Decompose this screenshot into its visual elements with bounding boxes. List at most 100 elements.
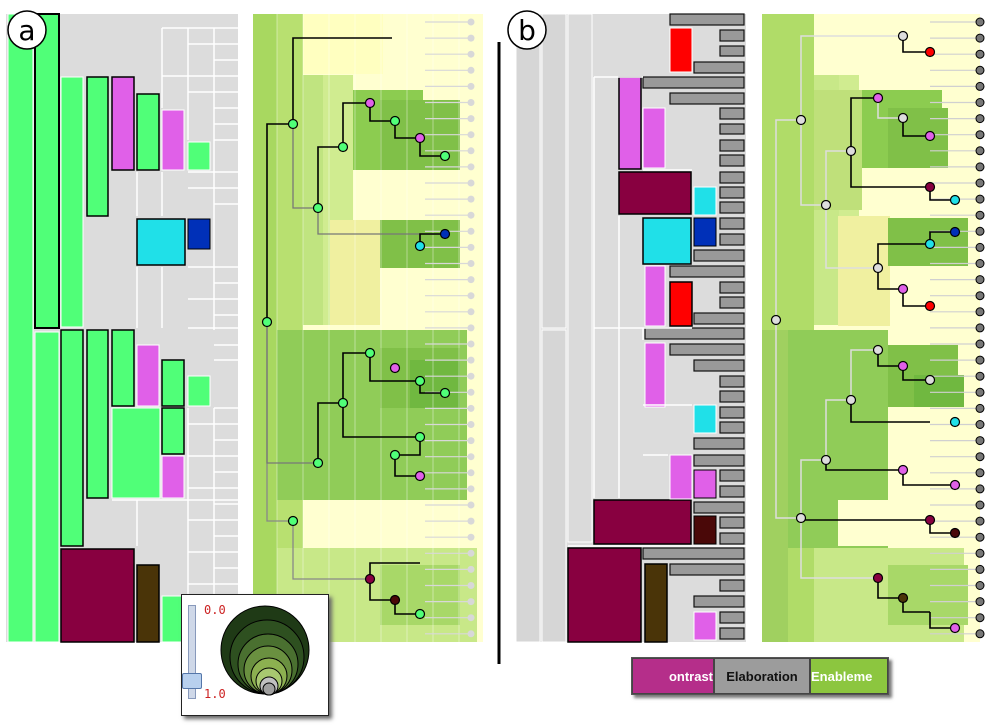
icicle-node (86, 329, 109, 499)
tree-node (414, 240, 426, 252)
icicle-node (34, 331, 60, 643)
tree-leaf (467, 533, 475, 541)
tree-node (414, 132, 426, 144)
tree-leaf (467, 195, 475, 203)
tree-edge (369, 103, 395, 122)
tree-leaf (467, 549, 475, 557)
tree-edge (800, 35, 903, 120)
icicle-b-elaboration-bar (719, 123, 745, 135)
tree-leaf (467, 598, 475, 606)
panel-a-icicle (6, 13, 238, 643)
icicle-b-red (669, 27, 693, 73)
tree-edge (342, 352, 370, 403)
icicle-node (187, 375, 211, 407)
tree-edge (266, 322, 318, 464)
tree-leaf (467, 582, 475, 589)
tree-leaf (975, 81, 985, 91)
tree-edge (929, 612, 955, 629)
icicle-b-dark-contrast (567, 547, 642, 643)
tree-edge (902, 289, 930, 307)
tree-leaf (467, 324, 475, 332)
icicle-b-elaboration-bar (669, 563, 745, 576)
tree-node (414, 431, 426, 443)
icicle-b-elaboration-bar (719, 29, 745, 42)
icicle-b-elaboration-bar (719, 579, 745, 592)
icicle-b-contrast (693, 469, 717, 499)
tree-node (795, 512, 807, 524)
panel-b-icicle (515, 13, 746, 643)
tree-node (389, 115, 401, 127)
tree-edge (317, 146, 343, 208)
tree-edge (825, 150, 851, 205)
tree-leaf (975, 484, 985, 494)
tree-leaf (467, 243, 475, 251)
tree-node (287, 118, 299, 130)
panel-a-badge-icon: a (7, 10, 47, 50)
tree-node (820, 454, 832, 466)
tree-node (897, 30, 909, 42)
tree-edge (292, 124, 318, 209)
icicle-b-elaboration-bar (719, 485, 745, 498)
tree-node (924, 300, 936, 312)
relation-legend: ontrast Elaboration Enableme (631, 657, 889, 695)
tree-edge (850, 151, 930, 188)
icicle-b-elaboration-bar (693, 61, 745, 74)
icicle-b-elaboration-bar (719, 421, 745, 434)
icicle-b-brown (644, 563, 668, 643)
icicle-b-elaboration-bar (693, 249, 745, 262)
tree-leaf (467, 66, 475, 74)
icicle-b-elaboration-bar (642, 76, 745, 89)
icicle-b-elaboration-bar (669, 13, 745, 26)
tree-edge (266, 123, 293, 322)
tree-leaf (467, 34, 475, 42)
icicle-b-elaboration-bar (719, 406, 745, 419)
tree-node (872, 262, 884, 274)
tree-edge (342, 403, 420, 438)
tree-node (439, 228, 451, 240)
tree-node (949, 416, 961, 428)
tree-node (261, 316, 273, 328)
tree-leaf (467, 517, 475, 525)
icicle-b-elaboration-bar (719, 611, 745, 624)
slider-track[interactable] (188, 605, 196, 699)
icicle-b-elaboration-bar (669, 92, 745, 105)
icicle-b-elaboration-bar (693, 595, 745, 608)
icicle-b-red (669, 281, 693, 327)
icicle-b-elaboration-bar (719, 186, 745, 199)
tree-node (364, 97, 376, 109)
icicle-node (187, 141, 211, 171)
icicle-b-elaboration-bar (719, 107, 745, 120)
tree-leaf (975, 194, 985, 204)
icicle-b-blue (693, 217, 717, 247)
tree-edge (877, 268, 903, 290)
icicle-node-cyan (136, 218, 186, 266)
icicle-b-contrast (642, 107, 666, 169)
tree-leaf (467, 372, 475, 380)
tree-leaf (975, 242, 985, 252)
tree-node (897, 112, 909, 124)
tree-node (872, 344, 884, 356)
tree-node (924, 46, 936, 58)
icicle-b-elaboration-bar (719, 532, 745, 545)
slider-handle-icon[interactable] (182, 673, 202, 689)
tree-leaf (975, 629, 985, 639)
tree-leaf (467, 388, 475, 396)
icicle-b-elaboration-bar (669, 265, 745, 278)
tree-leaf (467, 356, 475, 364)
tree-node (845, 394, 857, 406)
icicle-b-elaboration-bar (719, 233, 745, 246)
tree-leaf (975, 33, 985, 43)
tree-leaf (975, 226, 985, 236)
icicle-b-elaboration-bar (693, 437, 745, 450)
legend-enablement: Enableme (810, 658, 888, 694)
icicle-b-dark (693, 515, 717, 545)
tree-leaf (467, 421, 475, 428)
tree-leaf (975, 387, 985, 397)
tree-node (389, 449, 401, 461)
tree-leaf (467, 99, 475, 106)
tree-leaf (975, 114, 985, 124)
tree-leaf (467, 308, 475, 316)
icicle-b-elaboration-bar (719, 201, 745, 214)
icicle-b-elaboration-bar (693, 312, 745, 325)
